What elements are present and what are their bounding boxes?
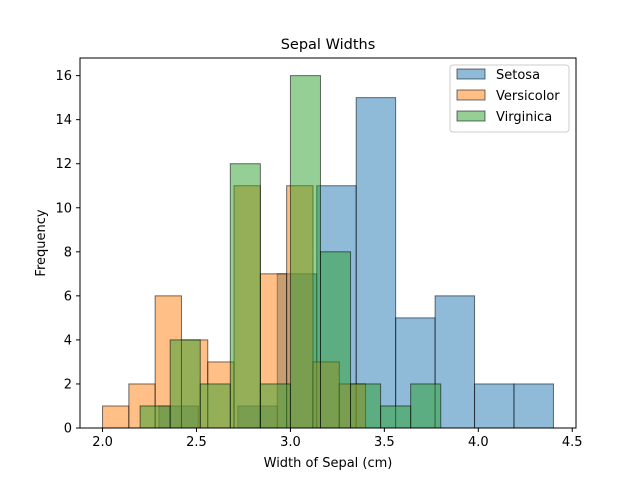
bar-virginica-3 bbox=[229, 163, 261, 429]
y-tick-label: 12 bbox=[55, 157, 72, 172]
x-tick-label: 2.0 bbox=[92, 435, 113, 450]
bar-setosa-8 bbox=[474, 383, 515, 429]
y-tick-label: 2 bbox=[64, 377, 72, 392]
bar-virginica-6 bbox=[319, 251, 352, 429]
legend-label-virginica: Virginica bbox=[496, 110, 552, 125]
bar-virginica-7 bbox=[350, 383, 382, 429]
legend-label-versicolor: Versicolor bbox=[496, 89, 560, 104]
y-tick-label: 0 bbox=[64, 422, 72, 437]
x-axis-label: Width of Sepal (cm) bbox=[264, 456, 393, 471]
legend-label-setosa: Setosa bbox=[496, 68, 540, 83]
y-tick-label: 10 bbox=[55, 201, 72, 216]
legend: Setosa Versicolor Virginica bbox=[449, 64, 570, 133]
bars-group bbox=[102, 75, 554, 429]
y-tick-label: 6 bbox=[64, 289, 72, 304]
y-axis-label: Frequency bbox=[34, 209, 49, 276]
bar-virginica-0 bbox=[139, 405, 171, 429]
bar-virginica-2 bbox=[199, 383, 231, 429]
bar-virginica-8 bbox=[380, 405, 412, 429]
y-axis: 0 2 4 6 8 10 12 14 16 bbox=[55, 69, 80, 437]
x-axis: 2.0 2.5 3.0 3.5 4.0 4.5 bbox=[92, 428, 583, 450]
y-tick-label: 14 bbox=[55, 113, 72, 128]
x-tick-label: 4.0 bbox=[468, 435, 489, 450]
bar-virginica-5 bbox=[289, 75, 321, 429]
y-tick-label: 8 bbox=[64, 245, 72, 260]
legend-swatch-setosa bbox=[456, 68, 486, 80]
bar-virginica-1 bbox=[169, 339, 201, 429]
bar-setosa-5 bbox=[355, 97, 397, 429]
x-tick-label: 4.5 bbox=[562, 435, 583, 450]
x-tick-label: 2.5 bbox=[186, 435, 207, 450]
x-tick-label: 3.0 bbox=[280, 435, 301, 450]
bar-versicolor-0 bbox=[102, 405, 130, 429]
legend-swatch-versicolor bbox=[456, 89, 486, 101]
x-tick-label: 3.5 bbox=[374, 435, 395, 450]
chart-title: Sepal Widths bbox=[281, 37, 376, 53]
legend-swatch-virginica bbox=[456, 110, 486, 122]
bar-virginica-9 bbox=[410, 383, 442, 429]
bar-setosa-9 bbox=[513, 383, 554, 429]
y-tick-label: 4 bbox=[64, 333, 72, 348]
y-tick-label: 16 bbox=[55, 69, 72, 84]
bar-virginica-4 bbox=[259, 383, 291, 429]
plot-frame bbox=[79, 57, 577, 429]
